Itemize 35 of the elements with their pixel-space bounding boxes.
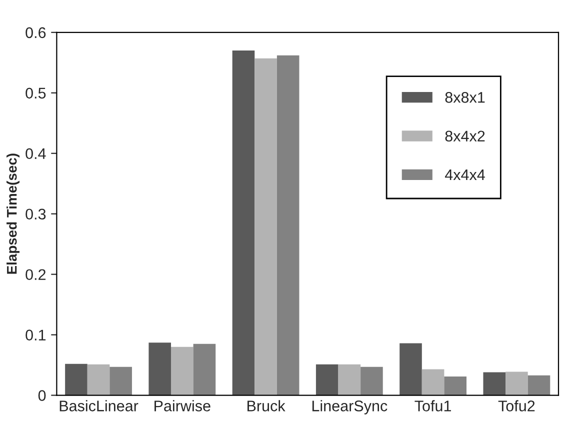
y-axis-title: Elapsed Time(sec) (6, 154, 20, 274)
bar (254, 58, 277, 396)
bar (193, 344, 216, 396)
bar (316, 364, 338, 396)
x-tick-label: LinearSync (312, 400, 388, 414)
x-tick-label: Tofu2 (498, 400, 535, 412)
bar (528, 375, 550, 396)
bar (276, 55, 300, 396)
x-tick-label: Pairwise (154, 400, 210, 412)
bar (110, 366, 132, 396)
y-tick-label: 0.3 (26, 208, 46, 220)
y-tick-label: 0.2 (26, 269, 46, 280)
bar (65, 364, 88, 396)
bar (171, 346, 194, 396)
bar (506, 372, 528, 396)
legend-label: 8x8x1 (445, 92, 485, 103)
bar (422, 369, 444, 396)
x-tick-label: BasicLinear (60, 400, 138, 412)
bar (148, 342, 171, 396)
bar (360, 366, 383, 396)
x-tick-label: Tofu1 (414, 400, 451, 412)
x-tick-label: Bruck (248, 400, 286, 412)
y-tick-label: 0 (38, 390, 46, 401)
legend-label: 4x4x4 (444, 170, 485, 180)
bar (338, 364, 361, 396)
y-tick-label: 0.1 (26, 330, 46, 340)
y-tick-label: 0.6 (26, 27, 46, 38)
legend-label: 8x4x2 (445, 130, 485, 142)
bar (483, 372, 506, 396)
y-tick-label: 0.4 (26, 148, 46, 160)
bar (400, 343, 422, 396)
bar (232, 50, 255, 396)
bar (444, 376, 466, 396)
y-tick-label: 0.5 (26, 88, 46, 99)
bar (87, 364, 110, 396)
